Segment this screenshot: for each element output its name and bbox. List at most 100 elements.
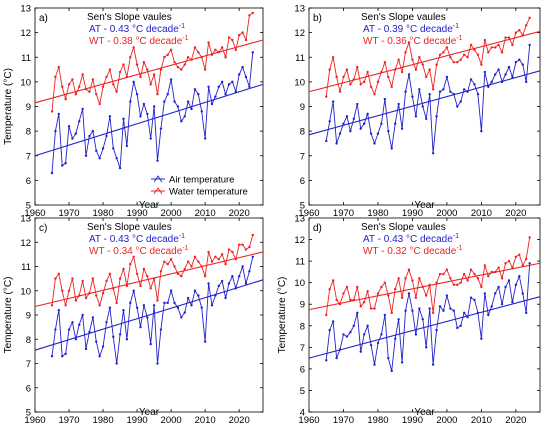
x-axis-label: Year	[139, 407, 160, 418]
data-point-water	[466, 279, 469, 282]
data-point-water	[200, 56, 203, 59]
data-point-air	[366, 112, 369, 116]
data-point-water	[112, 287, 115, 290]
data-point-air	[183, 311, 186, 314]
x-tick-label: 1970	[58, 415, 79, 426]
y-tick-label: 13	[20, 4, 31, 15]
x-tick-label: 1990	[127, 208, 148, 219]
data-point-air	[57, 308, 61, 312]
data-point-air	[64, 161, 67, 165]
data-point-water	[129, 262, 132, 266]
panel-label: d)	[313, 223, 322, 234]
data-point-water	[331, 279, 335, 282]
data-point-air	[493, 292, 497, 295]
data-point-air	[115, 157, 118, 160]
y-tick-label: 12	[294, 235, 305, 246]
data-point-air	[112, 147, 115, 150]
data-point-air	[380, 122, 383, 125]
data-point-air	[176, 306, 180, 309]
data-point-air	[234, 90, 237, 93]
annotation-air: AT - 0.43 °C decade-1	[89, 233, 185, 245]
data-point-water	[518, 28, 521, 32]
annotation-value: AT - 0.43	[89, 24, 132, 35]
y-tick-label: 8	[26, 127, 31, 138]
annotation-sup: -1	[179, 23, 185, 30]
data-point-water	[383, 60, 387, 64]
data-point-water	[407, 41, 411, 44]
data-point-water	[483, 264, 487, 267]
data-point-air	[156, 362, 159, 365]
data-point-water	[180, 275, 183, 278]
data-point-air	[84, 154, 88, 157]
trend-line-water	[34, 39, 264, 104]
data-point-water	[352, 298, 356, 302]
chart-panel-4: 1960 1970 1980 1990 2000 2010 2020 4 5 6 7 8 9 10 11 12…	[277, 214, 541, 426]
data-point-air	[387, 129, 390, 133]
data-point-water	[183, 267, 186, 271]
trend-line-air	[308, 70, 541, 136]
annotation-sup: -1	[182, 35, 188, 42]
data-point-water	[390, 85, 393, 89]
x-tick-label: 1960	[298, 208, 319, 219]
data-point-air	[411, 309, 414, 312]
data-point-air	[234, 287, 237, 290]
data-point-water	[362, 300, 366, 304]
data-point-air	[438, 305, 442, 308]
data-point-air	[435, 328, 438, 332]
data-point-water	[193, 46, 197, 49]
data-point-air	[129, 100, 132, 103]
data-point-air	[514, 60, 518, 64]
data-point-water	[74, 92, 78, 96]
data-point-water	[122, 63, 125, 66]
data-point-water	[462, 53, 466, 56]
data-point-air	[149, 137, 152, 140]
legend-swatch-marker	[153, 187, 163, 195]
data-point-water	[397, 58, 400, 61]
x-tick-label: 2020	[505, 208, 526, 219]
data-point-water	[78, 85, 81, 89]
data-point-air	[328, 120, 331, 123]
data-point-air	[449, 90, 452, 93]
trend-line-air	[34, 279, 264, 351]
data-point-water	[234, 258, 237, 261]
annotation-unit: °C decade	[410, 246, 457, 257]
trend-line-water	[308, 262, 541, 311]
data-point-water	[390, 311, 393, 315]
x-tick-label: 1980	[367, 415, 388, 426]
data-point-air	[383, 97, 387, 101]
data-point-air	[452, 309, 456, 312]
data-point-air	[95, 149, 98, 153]
trend-line-air	[308, 296, 541, 359]
data-point-air	[369, 132, 373, 135]
data-point-air	[497, 68, 500, 71]
data-point-air	[57, 112, 61, 116]
data-point-water	[338, 303, 342, 306]
data-point-air	[359, 350, 362, 353]
data-point-air	[159, 127, 163, 130]
data-point-water	[518, 253, 521, 256]
data-point-air	[122, 117, 125, 121]
y-tick-label: 11	[295, 257, 305, 268]
data-point-water	[425, 75, 428, 79]
data-point-air	[67, 328, 71, 331]
data-point-air	[456, 105, 459, 108]
x-tick-label: 1990	[402, 208, 423, 219]
data-point-water	[421, 285, 424, 289]
x-axis-label: Year	[139, 200, 160, 211]
annotation-sup: -1	[179, 233, 185, 240]
data-point-water	[476, 53, 480, 56]
data-point-water	[345, 285, 349, 289]
data-point-air	[421, 318, 424, 321]
annotation-air: AT - 0.43 °C decade-1	[89, 23, 185, 35]
data-point-water	[135, 272, 139, 275]
data-point-air	[356, 311, 359, 315]
data-point-air	[135, 306, 139, 309]
data-point-air	[231, 275, 234, 278]
data-point-water	[71, 277, 74, 280]
data-point-air	[217, 284, 220, 288]
data-point-air	[342, 122, 345, 125]
data-point-air	[142, 304, 146, 307]
data-point-water	[132, 46, 135, 49]
data-point-water	[105, 279, 108, 283]
data-point-air	[149, 342, 152, 346]
